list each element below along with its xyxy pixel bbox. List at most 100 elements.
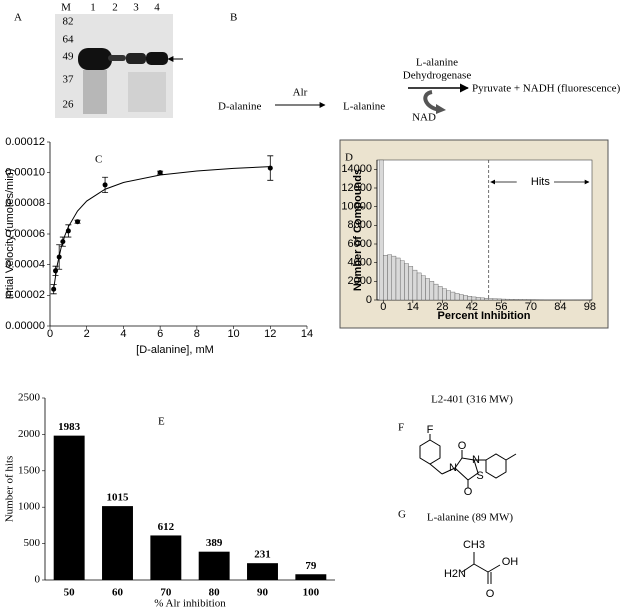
data-point — [102, 182, 108, 188]
gel-smear — [128, 72, 166, 112]
atom: H2N — [444, 568, 466, 580]
y-axis-title: Number of Compounds — [352, 169, 364, 291]
histogram-bar — [383, 254, 388, 301]
y-tick-label: 1500 — [18, 464, 41, 476]
histogram-bar — [425, 278, 430, 301]
marker-size: 26 — [63, 99, 75, 111]
histogram-bar — [463, 295, 468, 301]
x-axis-title: % Alr inhibition — [154, 598, 226, 610]
histogram-bar — [509, 299, 515, 301]
data-label: 231 — [254, 549, 271, 561]
panel-a: A M 1 2 3 4 82 64 49 37 26 — [14, 2, 183, 118]
x-tick-label: 98 — [584, 301, 596, 313]
panel-label: D — [345, 152, 353, 164]
x-tick-label: 0 — [47, 328, 53, 340]
bar — [53, 435, 85, 580]
fit-curve — [53, 166, 271, 289]
data-label: 79 — [305, 560, 317, 572]
histogram-bar — [408, 266, 414, 301]
atom: O — [458, 440, 467, 452]
panel-label: C — [95, 154, 102, 166]
histogram-bar — [459, 294, 464, 301]
y-tick-label: 10000 — [341, 201, 372, 213]
y-tick-label: 12000 — [341, 182, 372, 194]
panel-label: B — [230, 12, 237, 24]
atom: F — [427, 424, 434, 436]
bar — [295, 574, 327, 580]
cofactor-arrowhead — [436, 104, 446, 114]
lane-label: 3 — [133, 2, 139, 14]
structure — [461, 552, 501, 584]
x-tick-label: 56 — [495, 301, 507, 313]
histogram-bar — [442, 288, 447, 301]
lane-label: M — [61, 2, 71, 14]
x-axis-title: [D-alanine], mM — [136, 344, 214, 356]
x-tick-label: 80 — [209, 587, 221, 599]
histogram-bar — [475, 297, 481, 301]
y-tick-label: 14000 — [341, 163, 372, 175]
x-tick-label: 84 — [554, 301, 566, 313]
x-tick-label: 2 — [84, 328, 90, 340]
y-tick-label: 0 — [366, 294, 372, 306]
x-tick-label: 6 — [157, 328, 163, 340]
x-tick-label: 60 — [112, 587, 124, 599]
bar — [247, 563, 278, 580]
atom: O — [486, 588, 495, 600]
x-tick-label: 12 — [264, 328, 276, 340]
gel-band — [108, 55, 126, 61]
coupling-enzyme: L-alanine — [416, 57, 458, 69]
histogram-bar — [518, 299, 523, 301]
histogram-bar — [522, 299, 527, 301]
x-tick-label: 50 — [64, 587, 76, 599]
panel-f: L2-401 (316 MW) F F N N O O S — [398, 394, 517, 498]
histogram-bar — [412, 269, 418, 301]
readout: Pyruvate + NADH (fluorescence) — [472, 83, 621, 95]
coupling-enzyme: Dehydrogenase — [403, 70, 472, 82]
atom: CH3 — [463, 539, 485, 551]
annotation: Hits — [531, 176, 550, 188]
substrate: D-alanine — [218, 101, 261, 113]
y-tick-label: 2500 — [18, 392, 41, 404]
histogram-bar — [501, 298, 506, 301]
panel-label: E — [158, 416, 165, 428]
histogram-bar — [437, 286, 443, 301]
x-tick-label: 8 — [194, 328, 200, 340]
bar — [198, 551, 230, 580]
panel-label: G — [398, 509, 406, 521]
x-tick-label: 28 — [436, 301, 448, 313]
y-tick-label: 2000 — [348, 275, 372, 287]
atom: N — [472, 454, 480, 466]
histogram-bar — [391, 255, 397, 301]
y-tick-label: 4000 — [348, 257, 372, 269]
panel-g: G L-alanine (89 MW) CH3 H2N OH O — [398, 509, 518, 600]
x-tick-label: 70 — [525, 301, 537, 313]
y-tick-label: 8000 — [348, 219, 372, 231]
x-tick-label: 14 — [407, 301, 419, 313]
y-tick-label: 6000 — [348, 238, 372, 250]
cofactor: NAD — [412, 112, 436, 124]
marker-size: 37 — [63, 74, 75, 86]
x-tick-label: 4 — [120, 328, 126, 340]
atom: OH — [502, 556, 519, 568]
gel-band — [146, 52, 168, 65]
x-tick-label: 70 — [160, 587, 172, 599]
x-axis-title: Percent Inhibition — [438, 310, 531, 322]
histogram-bar — [471, 296, 477, 301]
histogram-bar — [378, 159, 384, 301]
histogram-bar — [454, 293, 460, 301]
data-label: 1015 — [107, 492, 130, 504]
y-tick-label: 0.00002 — [5, 289, 45, 301]
structure — [419, 434, 517, 488]
histogram-bar — [488, 298, 494, 301]
histogram-bar — [429, 281, 435, 301]
marker-size: 82 — [63, 16, 74, 28]
histogram-bar — [513, 299, 519, 301]
histogram-bar — [505, 298, 510, 301]
y-tick-label: 0 — [35, 574, 41, 586]
y-tick-label: 0.00006 — [5, 228, 45, 240]
data-point — [75, 219, 81, 225]
data-point — [60, 239, 66, 245]
y-axis-title: Intial Velocity (umoles/min) — [4, 169, 16, 300]
histogram-bar — [399, 260, 405, 301]
